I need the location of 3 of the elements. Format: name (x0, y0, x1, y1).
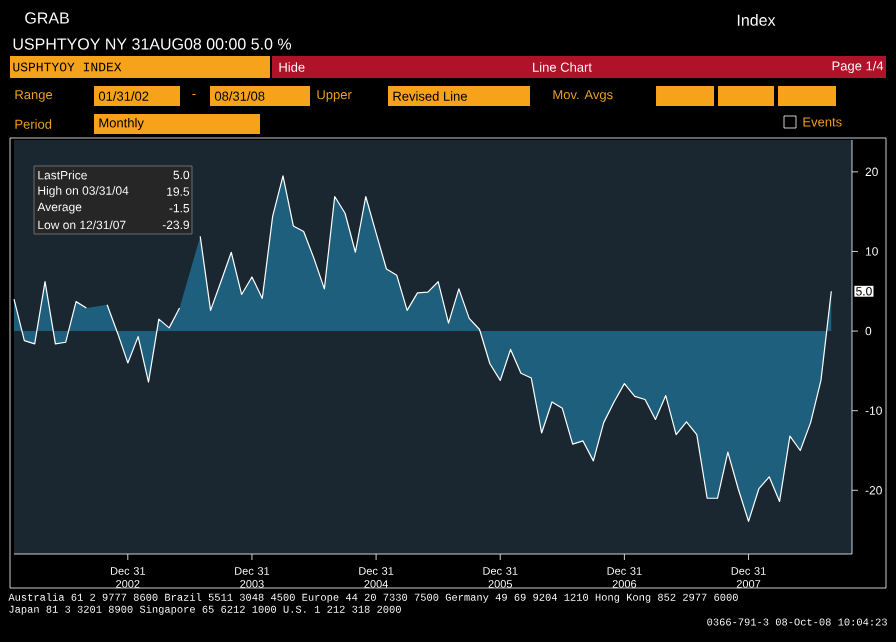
text: Index (737, 14, 776, 26)
chart-subtitle: USPHTYOY NY 31AUG08 00:00 5.0 % (13, 38, 292, 50)
text: GRAB (25, 12, 69, 24)
